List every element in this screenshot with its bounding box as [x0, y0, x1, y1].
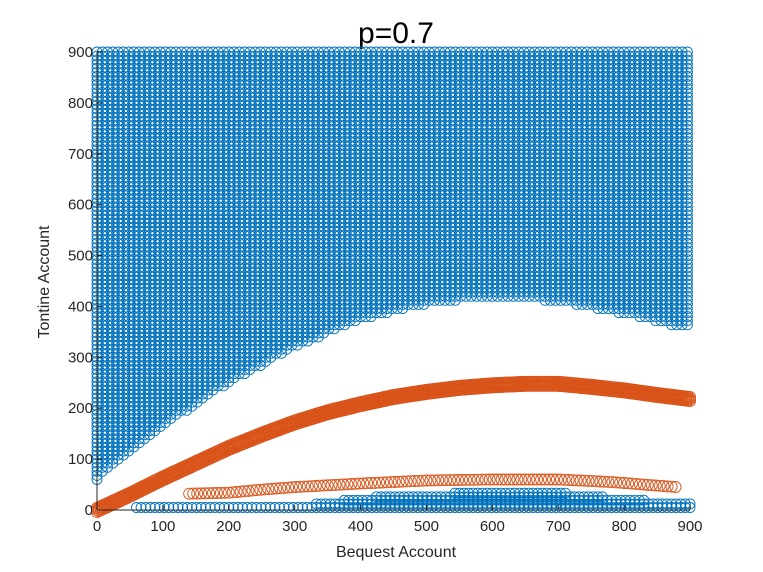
- series-0: [91, 46, 693, 485]
- plot-area: [91, 46, 696, 518]
- chart-title: p=0.7: [358, 17, 434, 50]
